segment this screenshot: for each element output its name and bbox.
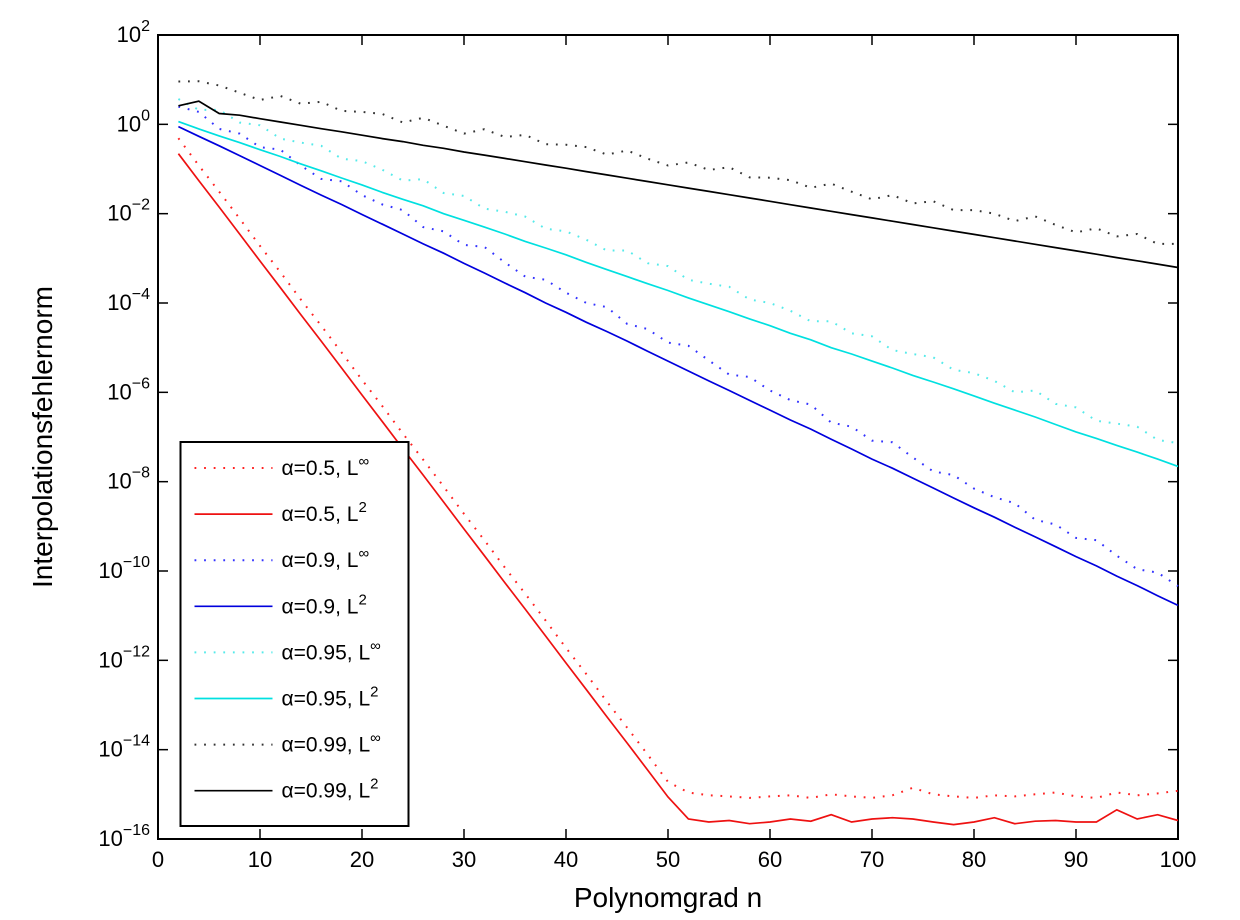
series-line-6 [178, 80, 1178, 245]
y-axis-label: Interpolationsfehlernorm [27, 286, 58, 588]
y-tick-label: 10−6 [107, 375, 150, 404]
y-tick-label: 10−8 [107, 465, 150, 494]
x-axis-label: Polynomgrad n [574, 882, 762, 913]
y-tick-label: 100 [117, 107, 150, 136]
y-tick-label: 10−16 [98, 822, 150, 851]
x-tick-label: 100 [1160, 847, 1197, 872]
legend-label-6: α=0.99, L∞ [282, 730, 382, 757]
x-tick-label: 90 [1064, 847, 1088, 872]
legend-label-5: α=0.95, L2 [282, 684, 379, 711]
legend-label-4: α=0.95, L∞ [282, 637, 382, 664]
legend-label-1: α=0.5, L2 [282, 499, 367, 526]
series-line-1 [177, 153, 1179, 826]
y-tick-label: 10−4 [107, 286, 150, 315]
x-tick-label: 30 [452, 847, 476, 872]
series-line-5 [178, 120, 1179, 468]
x-tick-label: 50 [656, 847, 680, 872]
legend-label-7: α=0.99, L2 [282, 776, 379, 803]
x-tick-label: 60 [758, 847, 782, 872]
legend-box [179, 441, 410, 827]
y-tick-label: 10−12 [98, 643, 150, 672]
y-tick-label: 10−2 [107, 197, 150, 226]
x-tick-label: 70 [860, 847, 884, 872]
plot-layer: 0 10 20 30 40 50 60 70 80 90 100 102 100 10−2 10−4 10−6… [98, 18, 1196, 872]
y-tick-label: 102 [117, 18, 150, 47]
series-line-7 [178, 100, 1179, 269]
series-line-4 [177, 98, 1179, 445]
x-tick-label: 10 [248, 847, 272, 872]
x-tick-label: 0 [152, 847, 164, 872]
x-tick-label: 20 [350, 847, 374, 872]
y-tick-label: 10−10 [98, 554, 150, 583]
legend-label-3: α=0.9, L2 [282, 591, 367, 618]
legend-label-2: α=0.9, L∞ [282, 545, 370, 572]
x-tick-label: 40 [554, 847, 578, 872]
x-tick-label: 80 [962, 847, 986, 872]
series-line-3 [178, 125, 1179, 607]
legend-label-0: α=0.5, L∞ [282, 453, 370, 480]
y-tick-label: 10−14 [98, 733, 150, 762]
